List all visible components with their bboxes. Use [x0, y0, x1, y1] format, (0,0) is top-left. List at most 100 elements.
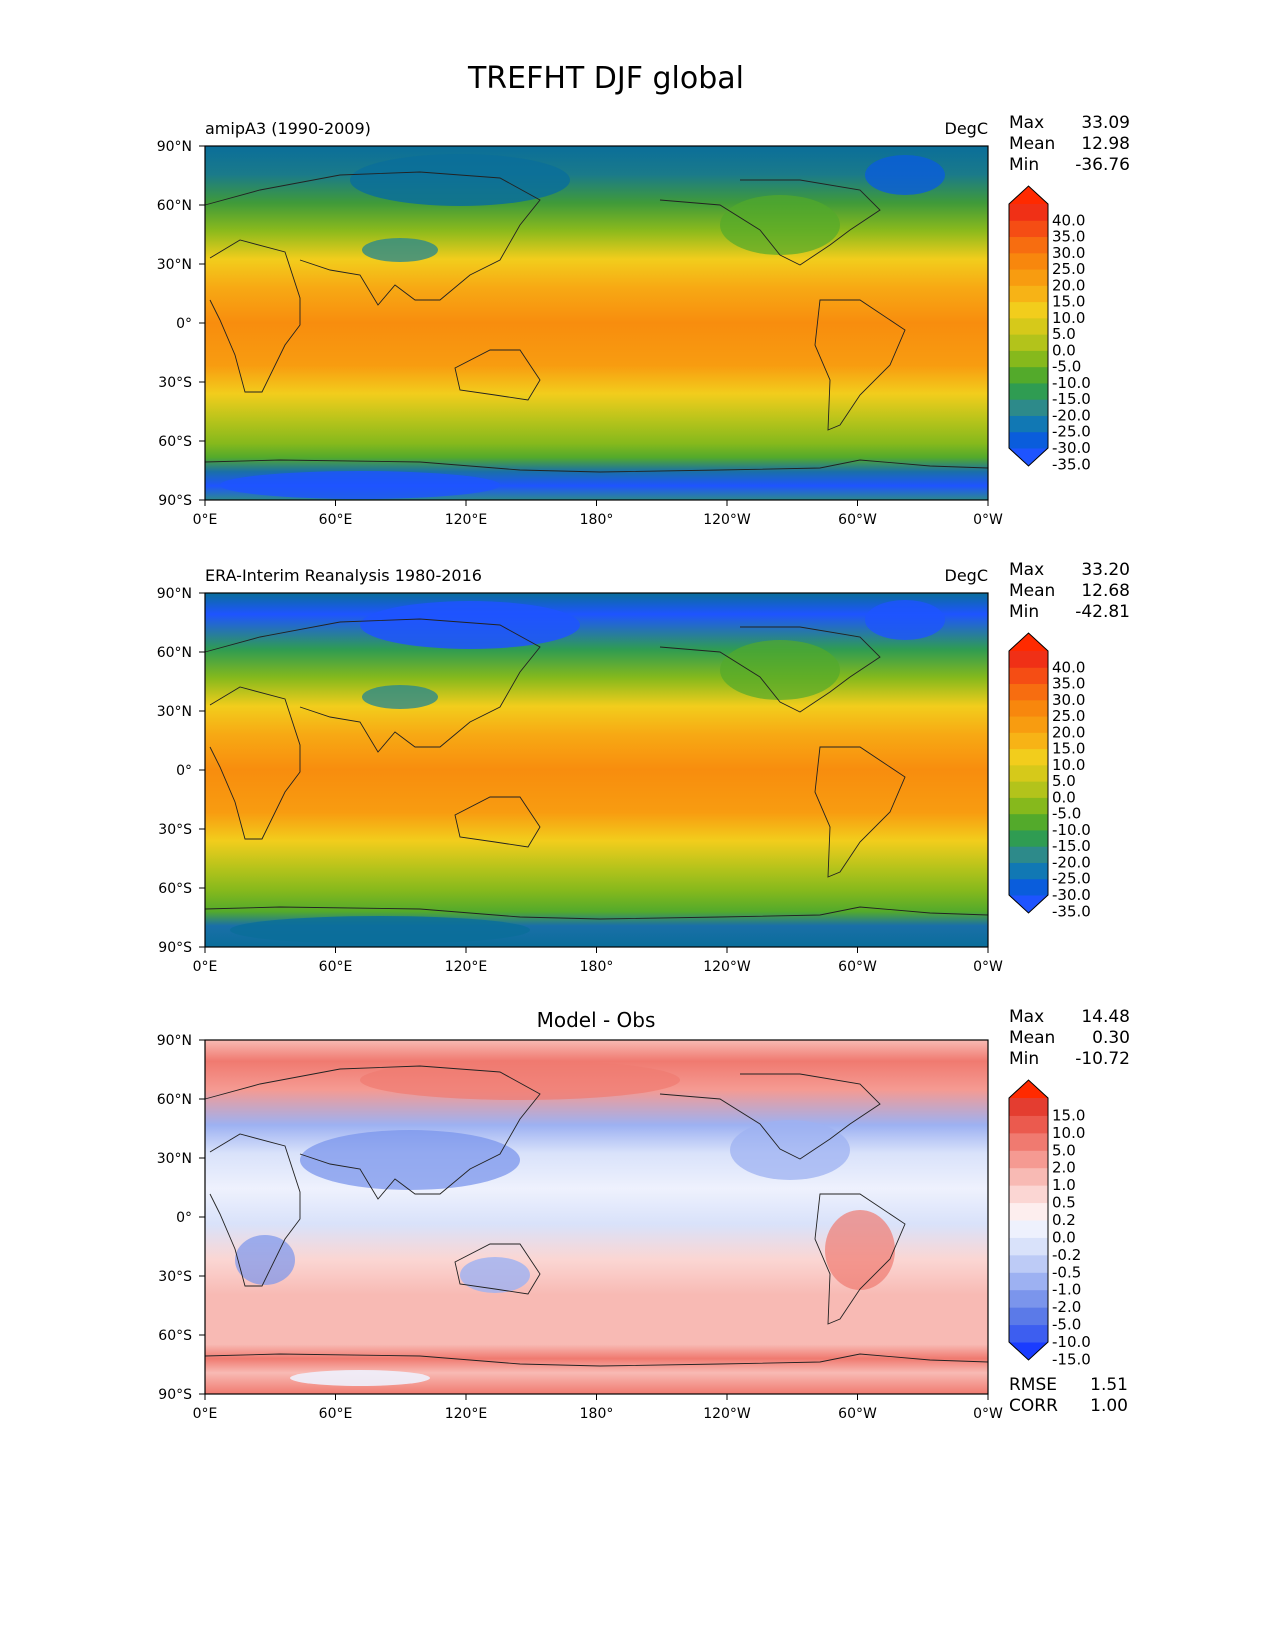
colorbar-bin [1009, 301, 1048, 319]
lon-axis: 0°E 60°E 120°E 180° 120°W 60°W 0°W [193, 500, 1003, 528]
corr-value: 1.00 [1090, 1396, 1128, 1416]
colorbar-bin [1009, 667, 1048, 685]
colorbar-tick-label: -5.0 [1052, 358, 1081, 376]
lat-tick-label: 60°S [158, 434, 192, 450]
colorbar-bin [1009, 732, 1048, 750]
colorbar-tick-label: 30.0 [1052, 691, 1085, 709]
colorbar-tick-label: -15.0 [1052, 1350, 1091, 1368]
colorbar-tick-label: -20.0 [1052, 853, 1091, 871]
colorbar-bin [1009, 813, 1048, 831]
colorbar-tick-label: -15.0 [1052, 390, 1091, 408]
panel-left-title: amipA3 (1990-2009) [205, 119, 371, 138]
colorbar-extend-max [1009, 1080, 1048, 1098]
lat-tick-label: 60°S [158, 881, 192, 897]
stat-min-label: Min [1009, 602, 1039, 622]
colorbar-bin [1009, 1324, 1048, 1343]
coast-eurasia [204, 171, 541, 306]
lon-tick-label: 0°E [193, 959, 218, 975]
colorbar-bin [1009, 862, 1048, 880]
lat-tick-label: 90°N [157, 586, 192, 602]
colorbar-bin [1009, 1150, 1048, 1169]
lat-axis: 90°N 60°N 30°N 0° 30°S 60°S 90°S [157, 139, 205, 509]
coastlines [204, 1065, 989, 1367]
stat-min-label: Min [1009, 1049, 1039, 1069]
coast-eurasia [204, 618, 541, 753]
lon-tick-label: 0°W [973, 959, 1003, 975]
lat-tick-label: 90°S [158, 940, 192, 956]
colorbar-bin [1009, 366, 1048, 384]
panel-center-title: Model - Obs [537, 1008, 656, 1032]
stats-box: Max 14.48 Mean 0.30 Min -10.72 [1009, 1007, 1130, 1069]
rmse-label: RMSE [1009, 1375, 1057, 1395]
colorbar-bin [1009, 285, 1048, 303]
lat-axis: 90°N 60°N 30°N 0° 30°S 60°S 90°S [157, 1033, 205, 1403]
stat-max-label: Max [1009, 113, 1044, 133]
map-area [204, 1039, 989, 1395]
panel-diff: Model - Obs 90°N [157, 1007, 1130, 1422]
stat-max-label: Max [1009, 560, 1044, 580]
colorbar-tick-label: -5.0 [1052, 1316, 1081, 1334]
panel-units: DegC [945, 119, 989, 138]
colorbar-bin [1009, 1272, 1048, 1291]
colorbar-tick-label: 5.0 [1052, 772, 1076, 790]
colorbar-bin [1009, 399, 1048, 416]
coast-antarctica [204, 1353, 989, 1367]
colorbar-extend-max [1009, 186, 1048, 204]
colorbar-tick-label: 35.0 [1052, 675, 1085, 693]
lon-axis: 0°E 60°E 120°E 180° 120°W 60°W 0°W [193, 947, 1003, 975]
lat-tick-label: 30°N [157, 1151, 192, 1167]
colorbar-bin [1009, 1185, 1048, 1204]
colorbar-extend-min [1009, 448, 1048, 466]
colorbar-bin [1009, 699, 1048, 717]
colorbar-tick-label: -2.0 [1052, 1298, 1081, 1316]
lon-tick-label: 120°W [703, 1406, 751, 1422]
lat-tick-label: 0° [176, 316, 192, 332]
coast-namerica [659, 1073, 881, 1160]
colorbar-tick-label: -30.0 [1052, 439, 1091, 457]
colorbar-bin [1009, 829, 1048, 847]
map-blob-arctic-warm [360, 1060, 680, 1100]
coastlines [204, 171, 989, 473]
colorbar-tick-label: -25.0 [1052, 423, 1091, 441]
coastlines [204, 618, 989, 920]
colorbar-tick-label: 1.0 [1052, 1176, 1076, 1194]
colorbar-tick-label: -35.0 [1052, 902, 1091, 920]
map-blob-namerica [720, 640, 840, 700]
lat-tick-label: 0° [176, 763, 192, 779]
colorbar-bin [1009, 1202, 1048, 1221]
colorbar-extend-min [1009, 895, 1048, 913]
figure-title: TREFHT DJF global [467, 61, 744, 96]
metrics-box: RMSE 1.51 CORR 1.00 [1009, 1375, 1128, 1416]
lon-tick-label: 0°W [973, 512, 1003, 528]
lat-axis: 90°N 60°N 30°N 0° 30°S 60°S 90°S [157, 586, 205, 956]
map-area [204, 592, 989, 948]
colorbar-tick-label: 0.0 [1052, 788, 1076, 806]
stat-mean-value: 12.98 [1081, 134, 1130, 154]
coast-namerica [659, 179, 881, 266]
stat-mean-label: Mean [1009, 134, 1055, 154]
colorbar-bin [1009, 716, 1048, 733]
lon-tick-label: 120°W [703, 959, 751, 975]
colorbar-tick-label: -30.0 [1052, 886, 1091, 904]
stat-max-value: 33.20 [1081, 560, 1130, 580]
colorbar: 40.035.030.025.020.015.010.05.00.0-5.0-1… [1008, 185, 1091, 473]
colorbar-tick-label: -35.0 [1052, 455, 1091, 473]
colorbar-tick-label: 25.0 [1052, 707, 1085, 725]
panel-ref: ERA-Interim Reanalysis 1980-2016 DegC [157, 560, 1130, 975]
colorbar-outline [1008, 185, 1049, 467]
lon-tick-label: 60°E [319, 959, 353, 975]
colorbar-tick-label: 10.0 [1052, 1124, 1085, 1142]
colorbar-bin [1009, 269, 1048, 286]
lat-tick-label: 60°N [157, 198, 192, 214]
lon-tick-label: 180° [580, 959, 614, 975]
colorbar-tick-label: 10.0 [1052, 309, 1085, 327]
coast-samerica [814, 299, 906, 431]
stat-min-label: Min [1009, 155, 1039, 175]
coast-antarctica [204, 459, 989, 473]
coast-australia [454, 1243, 541, 1295]
colorbar-tick-label: 0.2 [1052, 1211, 1076, 1229]
map-blob-namerica [720, 195, 840, 255]
map-field [205, 593, 988, 947]
lat-tick-label: 60°N [157, 1092, 192, 1108]
